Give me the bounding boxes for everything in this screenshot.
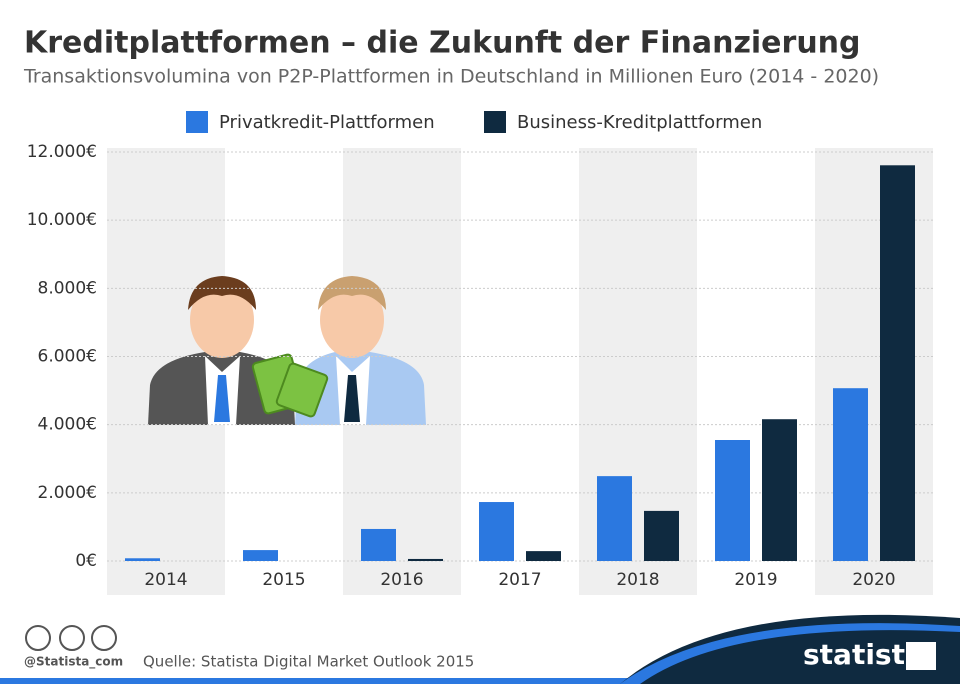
x-tick-label: 2015 — [262, 570, 305, 590]
y-tick-label: 2.000€ — [38, 483, 97, 503]
y-tick-label: 4.000€ — [38, 415, 97, 435]
x-tick-label: 2017 — [498, 570, 541, 590]
bar — [833, 388, 868, 561]
y-tick-label: 0€ — [75, 551, 97, 571]
x-tick-label: 2016 — [380, 570, 423, 590]
bar — [479, 502, 514, 561]
x-tick-label: 2019 — [734, 570, 777, 590]
bar — [526, 551, 561, 561]
y-tick-label: 6.000€ — [38, 347, 97, 367]
bar — [597, 476, 632, 561]
band — [579, 148, 697, 595]
bar — [408, 558, 443, 561]
brand: statista — [803, 638, 924, 671]
chart-title: Kreditplattformen – die Zukunft der Fina… — [24, 26, 861, 61]
legend-swatch — [484, 111, 506, 133]
band — [815, 148, 933, 595]
bar — [361, 528, 396, 561]
bar — [644, 510, 679, 561]
y-tick-label: 10.000€ — [27, 210, 97, 230]
source: Quelle: Statista Digital Market Outlook … — [143, 653, 474, 671]
legend-swatch — [186, 111, 208, 133]
legend-label: Business-Kreditplattformen — [517, 112, 762, 133]
bar — [715, 440, 750, 561]
bar — [880, 165, 915, 562]
bar — [125, 558, 160, 561]
legend-label: Privatkredit-Plattformen — [219, 112, 435, 133]
x-tick-label: 2014 — [144, 570, 187, 590]
chart-subtitle: Transaktionsvolumina von P2P-Plattformen… — [23, 66, 879, 88]
footer: @Statista_com Quelle: Statista Digital M… — [0, 614, 960, 684]
bar — [762, 419, 797, 561]
handle: @Statista_com — [24, 655, 123, 670]
x-tick-label: 2018 — [616, 570, 659, 590]
bar — [243, 550, 278, 561]
illustration — [148, 276, 426, 425]
y-tick-label: 12.000€ — [27, 142, 97, 162]
x-tick-label: 2020 — [852, 570, 895, 590]
y-tick-label: 8.000€ — [38, 278, 97, 298]
